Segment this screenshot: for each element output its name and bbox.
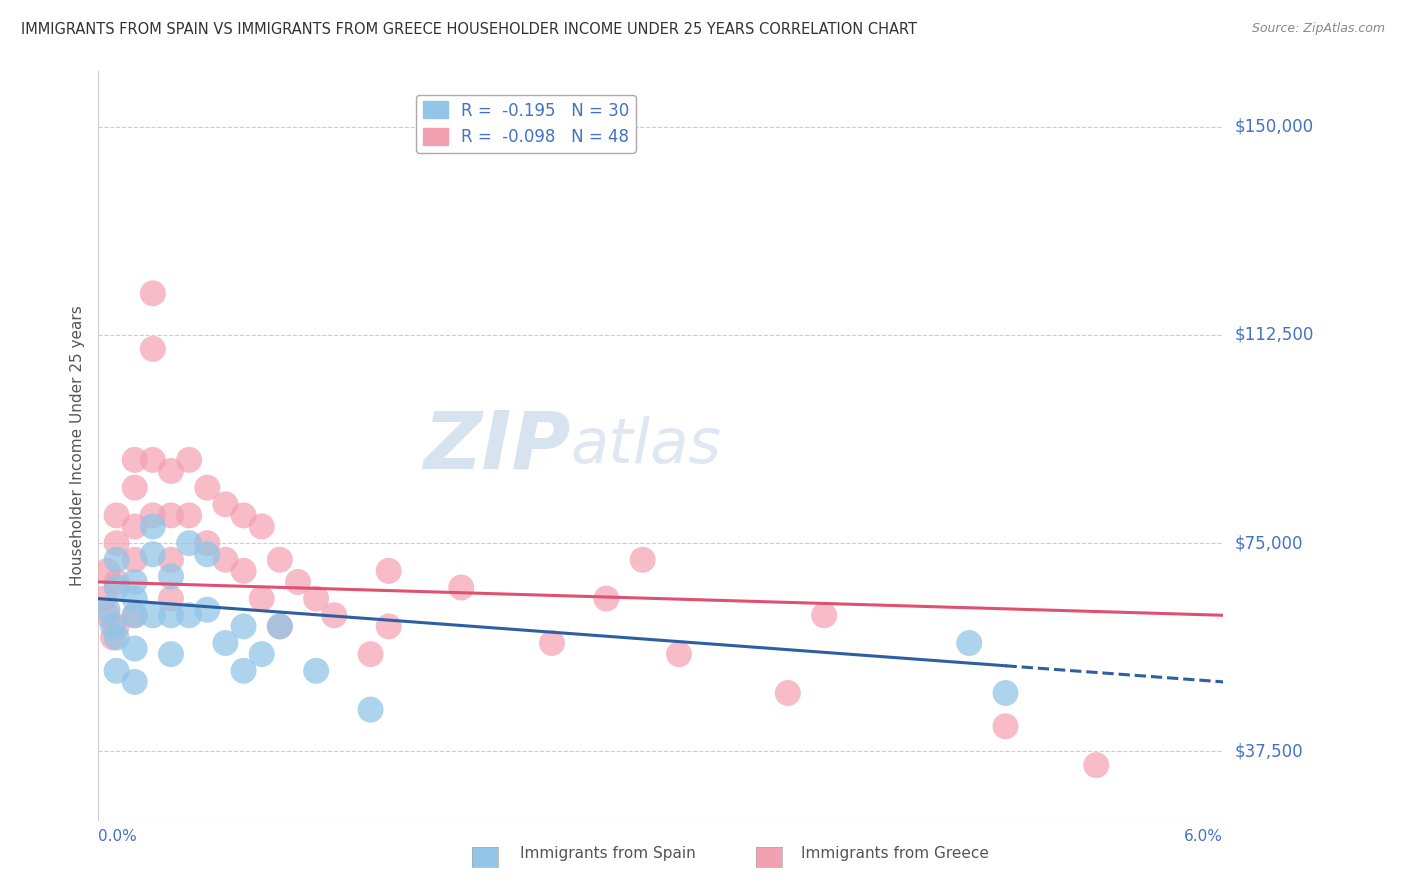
Point — [124, 481, 146, 495]
Point — [160, 553, 183, 567]
Text: $150,000: $150,000 — [1234, 118, 1313, 136]
Point — [269, 619, 291, 633]
Point — [195, 603, 218, 617]
Point — [142, 286, 165, 301]
Point — [250, 519, 273, 533]
Point — [160, 608, 183, 623]
Text: $112,500: $112,500 — [1234, 326, 1313, 344]
Point — [124, 519, 146, 533]
Text: $75,000: $75,000 — [1234, 534, 1303, 552]
Point — [179, 453, 201, 467]
Text: $37,500: $37,500 — [1234, 742, 1303, 760]
Point — [994, 686, 1017, 700]
Point — [195, 547, 218, 561]
Point — [105, 619, 128, 633]
Text: Immigrants from Spain: Immigrants from Spain — [520, 846, 696, 861]
Point — [631, 553, 654, 567]
Point — [96, 603, 118, 617]
Point — [160, 464, 183, 478]
Point — [124, 453, 146, 467]
Point — [124, 608, 146, 623]
Point — [101, 619, 124, 633]
Point — [96, 564, 118, 578]
Point — [160, 508, 183, 523]
Point — [668, 647, 690, 661]
Legend: R =  -0.195   N = 30, R =  -0.098   N = 48: R = -0.195 N = 30, R = -0.098 N = 48 — [416, 95, 636, 153]
Point — [124, 591, 146, 606]
Point — [160, 569, 183, 583]
Point — [96, 608, 118, 623]
Point — [105, 536, 128, 550]
Point — [994, 719, 1017, 733]
Point — [160, 591, 183, 606]
Point — [124, 641, 146, 656]
Text: ZIP: ZIP — [423, 407, 571, 485]
Point — [214, 497, 236, 511]
Point — [105, 574, 128, 589]
Point — [142, 508, 165, 523]
Point — [957, 636, 980, 650]
Point — [105, 553, 128, 567]
Point — [305, 591, 328, 606]
Point — [195, 536, 218, 550]
Point — [105, 631, 128, 645]
Point — [124, 553, 146, 567]
Point — [142, 547, 165, 561]
Point — [142, 608, 165, 623]
Point — [360, 647, 382, 661]
Point — [93, 591, 115, 606]
Point — [323, 608, 346, 623]
Point — [232, 664, 254, 678]
Point — [287, 574, 309, 589]
Point — [541, 636, 564, 650]
Text: Immigrants from Greece: Immigrants from Greece — [801, 846, 990, 861]
Y-axis label: Householder Income Under 25 years: Householder Income Under 25 years — [69, 306, 84, 586]
Point — [105, 581, 128, 595]
Point — [269, 553, 291, 567]
Point — [776, 686, 799, 700]
Point — [142, 519, 165, 533]
Point — [179, 608, 201, 623]
Text: 6.0%: 6.0% — [1184, 829, 1223, 844]
Point — [305, 664, 328, 678]
Point — [124, 608, 146, 623]
Text: atlas: atlas — [571, 416, 721, 476]
Point — [124, 574, 146, 589]
Point — [360, 703, 382, 717]
Point — [232, 508, 254, 523]
Point — [232, 619, 254, 633]
Point — [105, 508, 128, 523]
Point — [195, 481, 218, 495]
Point — [214, 636, 236, 650]
Point — [124, 674, 146, 689]
Point — [232, 564, 254, 578]
Point — [142, 342, 165, 356]
Point — [595, 591, 617, 606]
Point — [105, 664, 128, 678]
Point — [214, 553, 236, 567]
Text: Source: ZipAtlas.com: Source: ZipAtlas.com — [1251, 22, 1385, 36]
Point — [813, 608, 835, 623]
Point — [160, 647, 183, 661]
Point — [1085, 758, 1108, 772]
Point — [377, 564, 399, 578]
Point — [142, 453, 165, 467]
Text: IMMIGRANTS FROM SPAIN VS IMMIGRANTS FROM GREECE HOUSEHOLDER INCOME UNDER 25 YEAR: IMMIGRANTS FROM SPAIN VS IMMIGRANTS FROM… — [21, 22, 917, 37]
Point — [250, 591, 273, 606]
Point — [250, 647, 273, 661]
Point — [269, 619, 291, 633]
Point — [101, 631, 124, 645]
Point — [179, 536, 201, 550]
Point — [179, 508, 201, 523]
Text: 0.0%: 0.0% — [98, 829, 138, 844]
Point — [377, 619, 399, 633]
Point — [450, 581, 472, 595]
